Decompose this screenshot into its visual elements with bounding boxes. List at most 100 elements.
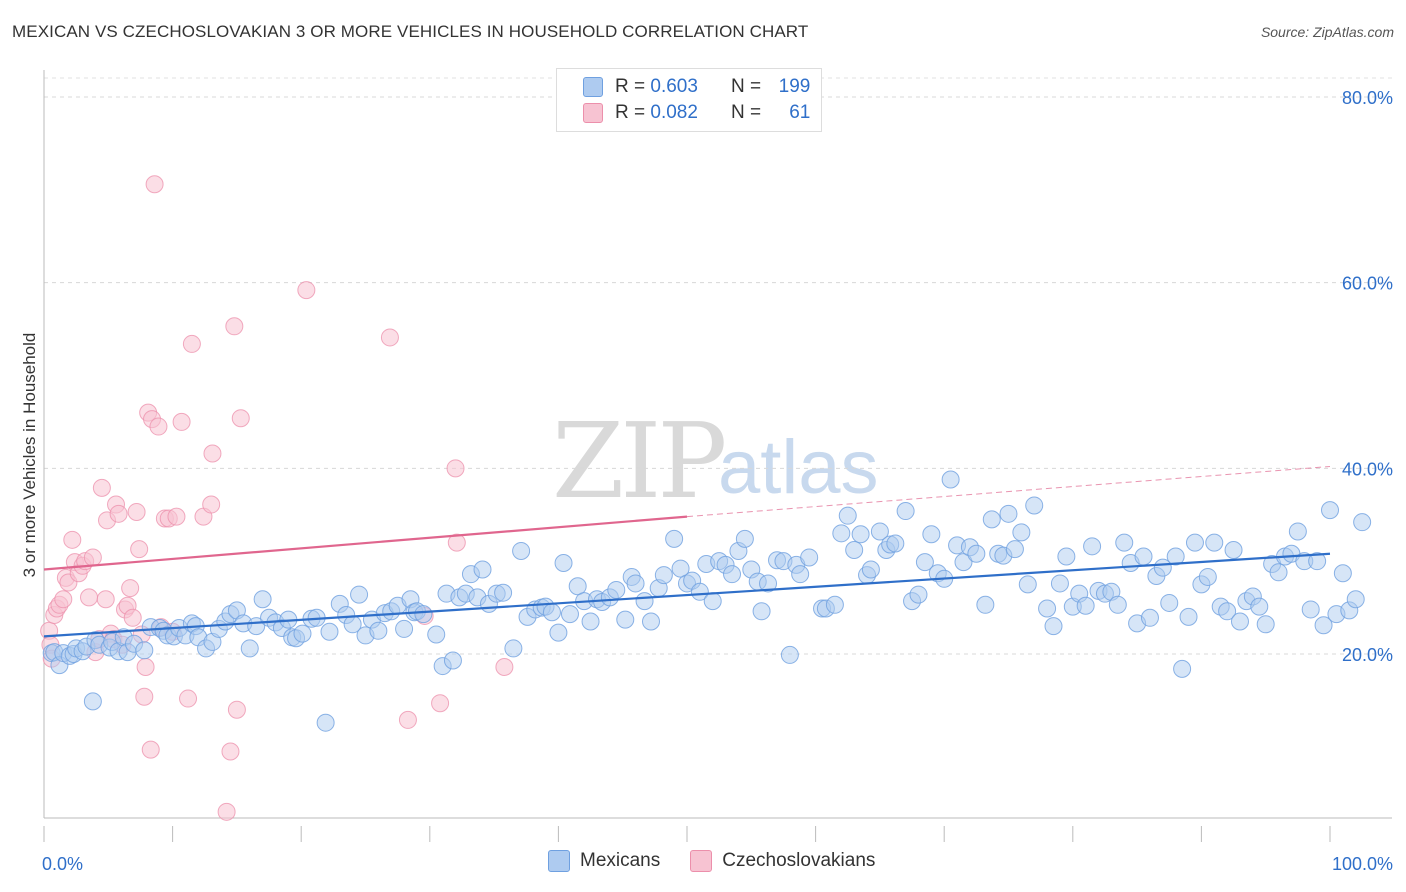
point-mexicans	[759, 574, 778, 593]
point-czechoslovakians	[495, 657, 514, 676]
legend-n-label: N =	[730, 102, 762, 123]
point-mexicans	[1083, 537, 1102, 556]
point-mexicans	[316, 713, 335, 732]
point-mexicans	[369, 621, 388, 640]
point-mexicans	[83, 692, 102, 711]
point-mexicans	[1025, 496, 1044, 515]
point-czechoslovakians	[182, 334, 201, 353]
bottom-legend-item-czechoslovakians: Czechoslovakians	[690, 850, 875, 872]
point-mexicans	[976, 595, 995, 614]
point-mexicans	[1353, 513, 1372, 532]
bottom-legend-label: Czechoslovakians	[722, 850, 876, 871]
point-czechoslovakians	[398, 710, 417, 729]
point-czechoslovakians	[172, 412, 191, 431]
point-czechoslovakians	[83, 548, 102, 567]
y-tick-label: 60.0%	[1342, 274, 1393, 294]
y-axis-label: 3 or more Vehicles in Household	[20, 332, 39, 578]
point-mexicans	[752, 602, 771, 621]
point-mexicans	[982, 510, 1001, 529]
point-mexicans	[665, 529, 684, 548]
point-mexicans	[1018, 575, 1037, 594]
chart-title: MEXICAN VS CZECHOSLOVAKIAN 3 OR MORE VEH…	[12, 22, 809, 41]
point-mexicans	[1050, 574, 1069, 593]
point-mexicans	[616, 610, 635, 629]
bottom-legend: Mexicans Czechoslovakians	[548, 850, 905, 872]
point-czechoslovakians	[431, 694, 450, 713]
point-mexicans	[135, 641, 154, 660]
point-mexicans	[791, 565, 810, 584]
point-mexicans	[1057, 547, 1076, 566]
point-mexicans	[581, 612, 600, 631]
point-mexicans	[671, 559, 690, 578]
bottom-legend-item-mexicans: Mexicans	[548, 850, 660, 872]
point-czechoslovakians	[80, 588, 99, 607]
point-mexicans	[1321, 501, 1339, 520]
point-czechoslovakians	[202, 495, 221, 514]
point-mexicans	[635, 592, 654, 611]
legend-row-czechoslovakians: R = 0.082 N = 61	[583, 101, 810, 125]
point-mexicans	[703, 592, 722, 611]
point-mexicans	[1256, 615, 1275, 634]
source-label: Source: ZipAtlas.com	[1260, 24, 1394, 40]
point-mexicans	[1044, 617, 1063, 636]
point-czechoslovakians	[54, 590, 73, 609]
x-tick-label: 0.0%	[42, 854, 83, 874]
point-mexicans	[253, 590, 272, 609]
point-mexicans	[1308, 552, 1327, 571]
point-mexicans	[1005, 540, 1024, 559]
point-mexicans	[626, 574, 645, 593]
legend-n-value: 199	[778, 76, 811, 97]
point-mexicans	[1076, 596, 1095, 615]
point-mexicans	[941, 470, 960, 489]
trend-lines	[43, 465, 1331, 638]
point-mexicans	[320, 622, 339, 641]
point-czechoslovakians	[446, 459, 465, 478]
point-mexicans	[1134, 547, 1153, 566]
point-mexicans	[1140, 608, 1159, 627]
point-czechoslovakians	[447, 533, 466, 552]
point-mexicans	[641, 612, 660, 631]
legend-n-label: N =	[730, 76, 762, 97]
point-mexicans	[1288, 522, 1307, 541]
point-mexicans	[350, 585, 369, 604]
legend-r-value: 0.603	[650, 76, 698, 97]
point-mexicans	[838, 506, 857, 525]
point-czechoslovakians	[225, 317, 244, 336]
point-czechoslovakians	[297, 281, 316, 300]
point-mexicans	[999, 504, 1018, 523]
point-czechoslovakians	[380, 328, 399, 347]
point-mexicans	[909, 585, 928, 604]
point-mexicans	[735, 529, 754, 548]
point-czechoslovakians	[130, 540, 149, 559]
legend-r-label: R =	[615, 102, 646, 123]
point-mexicans	[293, 624, 312, 643]
point-mexicans	[954, 553, 973, 572]
legend-n-value: 61	[789, 102, 811, 123]
point-mexicans	[443, 651, 462, 670]
point-czechoslovakians	[109, 504, 128, 523]
point-mexicans	[723, 565, 742, 584]
point-mexicans	[1230, 612, 1249, 631]
axes	[43, 70, 1392, 842]
point-mexicans	[1166, 547, 1185, 566]
point-mexicans	[1185, 533, 1204, 552]
point-mexicans	[1012, 523, 1031, 542]
legend-r-value: 0.082	[650, 102, 698, 123]
point-mexicans	[654, 566, 673, 585]
watermark-atlas: atlas	[718, 425, 879, 510]
legend-swatch-mexicans	[583, 77, 603, 97]
point-mexicans	[1179, 607, 1198, 626]
point-mexicans	[1314, 616, 1333, 635]
point-mexicans	[1333, 564, 1352, 583]
point-czechoslovakians	[149, 417, 168, 436]
point-mexicans	[896, 502, 915, 521]
point-czechoslovakians	[227, 700, 246, 719]
point-czechoslovakians	[141, 740, 160, 759]
point-czechoslovakians	[221, 742, 240, 761]
point-mexicans	[845, 541, 864, 560]
point-mexicans	[494, 583, 513, 602]
point-mexicans	[967, 544, 986, 563]
point-mexicans	[554, 554, 573, 573]
point-czechoslovakians	[63, 530, 82, 549]
